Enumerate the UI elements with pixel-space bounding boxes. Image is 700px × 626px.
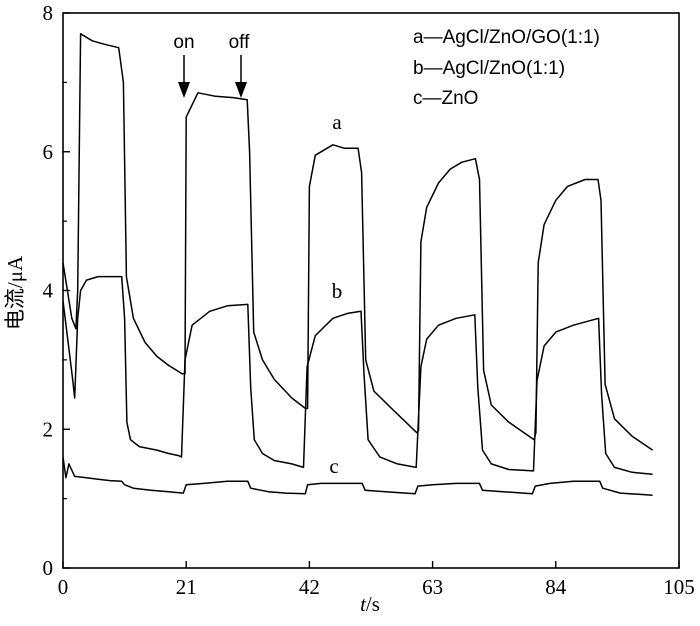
legend: a—AgCl/ZnO/GO(1:1) b—AgCl/ZnO(1:1) c—ZnO <box>413 27 600 109</box>
on-arrow-head <box>178 82 190 98</box>
curve-label-c: c <box>329 454 338 478</box>
off-label: off <box>229 32 251 53</box>
x-tick-label: 63 <box>422 575 443 599</box>
x-axis-title: t/s <box>360 592 380 616</box>
x-tick-label: 105 <box>663 575 695 599</box>
y-tick-label: 2 <box>43 417 54 441</box>
x-tick-label: 21 <box>176 575 197 599</box>
series-line-b <box>63 275 653 476</box>
on-annotation: on <box>173 32 195 98</box>
plot-frame <box>62 12 680 569</box>
off-arrow-head <box>235 82 247 98</box>
y-tick-label: 6 <box>43 140 54 164</box>
x-tick-label: 42 <box>299 575 320 599</box>
y-tick-label: 8 <box>43 1 54 25</box>
x-axis-title-unit: /s <box>366 592 380 616</box>
y-tick-label: 4 <box>43 279 54 303</box>
curve-label-a: a <box>332 110 342 134</box>
x-tick-label: 84 <box>545 575 567 599</box>
series-layer <box>63 33 654 496</box>
series-line-c <box>63 456 653 496</box>
series-line-a <box>63 33 654 451</box>
y-axis-title: 电流/μA <box>3 255 27 330</box>
legend-entry-c: c—ZnO <box>413 88 478 109</box>
on-label: on <box>173 32 194 53</box>
ticks-layer: 0 21 42 63 84 105 0 2 4 6 8 <box>43 1 695 599</box>
y-tick-label: 0 <box>43 556 54 580</box>
legend-entry-b: b—AgCl/ZnO(1:1) <box>413 58 565 79</box>
curve-label-b: b <box>332 279 343 303</box>
legend-entry-a: a—AgCl/ZnO/GO(1:1) <box>413 27 600 48</box>
off-annotation: off <box>229 32 251 98</box>
x-axis-title-var: t <box>360 592 367 616</box>
x-tick-label: 0 <box>58 575 69 599</box>
